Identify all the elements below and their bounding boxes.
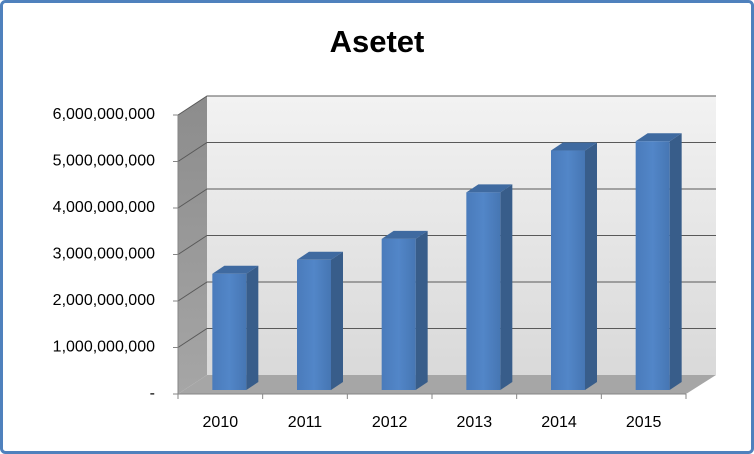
bar xyxy=(297,259,331,390)
bar-top xyxy=(297,251,343,260)
bar-side xyxy=(500,184,513,390)
bars xyxy=(212,133,682,390)
bar-side xyxy=(331,251,343,390)
bar-top xyxy=(551,142,597,151)
bar-side xyxy=(669,133,682,390)
bar xyxy=(551,150,585,390)
grid-line xyxy=(177,188,716,209)
grid-line xyxy=(177,281,716,302)
y-tick-label: - xyxy=(150,385,155,402)
y-tick-label: 3,000,000,000 xyxy=(53,246,155,263)
bar xyxy=(212,273,247,390)
y-tick-label: 1,000,000,000 xyxy=(53,339,155,356)
floor xyxy=(178,375,716,394)
x-tick-label: 2012 xyxy=(372,414,408,431)
bar-side xyxy=(246,265,259,390)
grid-line xyxy=(177,95,716,116)
grid-line xyxy=(177,328,716,348)
x-tick-label: 2011 xyxy=(288,414,323,431)
bar xyxy=(381,238,416,390)
bar-top xyxy=(381,230,428,239)
x-tick-label: 2015 xyxy=(626,414,662,431)
x-tick-label: 2013 xyxy=(457,414,493,431)
bar-top xyxy=(466,184,513,193)
grid xyxy=(177,95,716,348)
y-tick-label: 4,000,000,000 xyxy=(53,199,155,216)
bar-top xyxy=(212,265,259,274)
bar xyxy=(466,192,501,390)
chart-title: Asetet xyxy=(330,24,425,59)
y-tick-label: 2,000,000,000 xyxy=(53,292,155,309)
x-tick-label: 2010 xyxy=(203,414,239,431)
grid-line xyxy=(177,235,716,255)
y-tick-label: 5,000,000,000 xyxy=(53,153,155,170)
bar-top xyxy=(635,133,682,142)
bar-side xyxy=(585,142,597,390)
grid-line xyxy=(177,142,716,162)
x-tick-label: 2014 xyxy=(541,414,577,431)
y-tick-label: 6,000,000,000 xyxy=(53,106,155,123)
bar-side xyxy=(415,230,428,390)
bar xyxy=(635,141,670,390)
